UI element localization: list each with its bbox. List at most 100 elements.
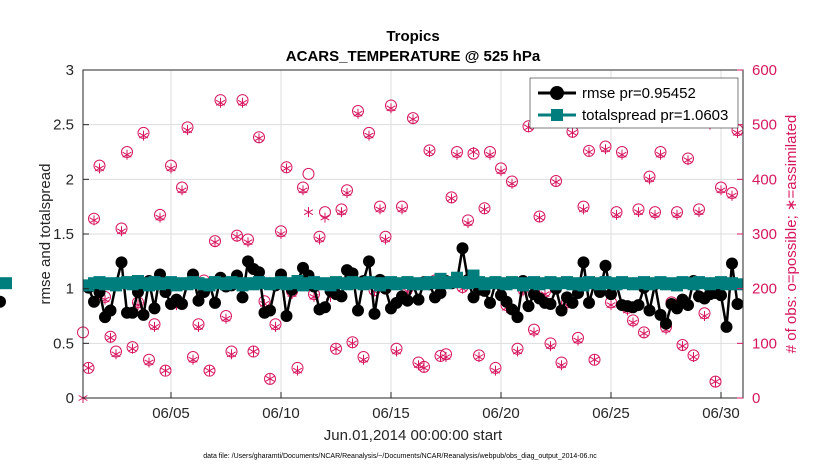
rmse-point — [264, 304, 276, 317]
rmse-point — [88, 295, 100, 308]
y-axis-ticks: 0 0.5 1 1.5 2 2.5 3 — [53, 62, 89, 407]
obs-assimilated-marker — [331, 343, 341, 354]
obs-assimilated-marker — [336, 207, 347, 218]
obs-assimilated-stroke — [193, 323, 204, 330]
y-tick-label: 2.5 — [53, 117, 74, 134]
obs-assimilated-marker — [419, 362, 429, 373]
obs-assimilated-marker — [578, 204, 589, 215]
obs-assimilated-stroke — [166, 165, 176, 172]
obs-assimilated-marker — [688, 352, 699, 362]
obs-assimilated-marker — [567, 127, 578, 138]
y-tick-label: 3 — [66, 62, 74, 79]
obs-possible-marker — [709, 375, 722, 388]
obs-assimilated-marker — [303, 207, 314, 218]
rmse-point — [671, 302, 683, 315]
obs-assimilated-marker — [281, 163, 292, 174]
obs-possible-marker — [203, 364, 216, 377]
rmse-point — [209, 296, 221, 309]
obs-assimilated-marker — [716, 185, 726, 196]
obs-assimilated-stroke — [204, 367, 215, 374]
obs-assimilated-marker — [292, 365, 303, 376]
obs-assimilated-marker — [391, 346, 402, 357]
obs-assimilated-marker — [353, 108, 363, 119]
x-tick-label: 06/30 — [702, 405, 740, 422]
obs-assimilated-marker — [105, 332, 116, 343]
obs-assimilated-marker — [463, 218, 473, 229]
obs-assimilated-marker — [237, 97, 248, 108]
rmse-point — [544, 297, 557, 310]
obs-assimilated-stroke — [397, 206, 407, 213]
obs-possible-marker — [330, 342, 342, 355]
obs-assimilated-stroke — [644, 176, 655, 183]
obs-assimilated-marker — [122, 149, 132, 160]
obs-assimilated-stroke — [364, 132, 374, 139]
obs-assimilated-stroke — [155, 214, 165, 221]
obs-assimilated-stroke — [556, 362, 567, 369]
y-tick-label: 0 — [66, 390, 74, 407]
obs-possible-marker — [264, 372, 276, 385]
obs-assimilated-marker — [512, 346, 523, 357]
obs-assimilated-marker — [358, 354, 369, 365]
rmse-point — [599, 259, 612, 272]
rmse-point — [363, 255, 375, 268]
obs-assimilated-stroke — [243, 239, 253, 246]
obs-assimilated-stroke — [408, 116, 418, 123]
obs-assimilated-marker — [529, 327, 539, 338]
obs-assimilated-marker — [600, 144, 611, 155]
obs-assimilated-marker — [573, 335, 583, 346]
rmse-point — [192, 294, 205, 307]
obs-assimilated-marker — [589, 354, 600, 365]
obs-assimilated-marker — [160, 365, 171, 376]
rmse-point — [726, 257, 738, 270]
obs-assimilated-stroke — [386, 105, 396, 112]
rmse-point — [522, 300, 535, 313]
obs-assimilated-marker — [611, 209, 622, 220]
obs-assimilated-stroke — [584, 149, 594, 155]
obs-assimilated-stroke — [606, 302, 616, 309]
rmse-point — [555, 304, 568, 317]
obs-assimilated-marker — [116, 226, 127, 237]
x-tick-label: 06/10 — [262, 405, 300, 422]
obs-assimilated-marker — [221, 313, 231, 324]
obs-assimilated-stroke — [479, 206, 490, 213]
obs-assimilated-marker — [683, 155, 693, 166]
obs-assimilated-stroke — [232, 233, 242, 240]
obs-assimilated-stroke — [732, 129, 743, 136]
obs-assimilated-stroke — [446, 195, 457, 202]
obs-assimilated-marker — [89, 215, 99, 226]
y-tick-label: 1.5 — [53, 226, 74, 243]
y-right-tick-label: 200 — [752, 281, 777, 298]
rmse-point — [660, 317, 672, 330]
obs-assimilated-marker — [468, 147, 479, 157]
obs-assimilated-stroke — [380, 236, 391, 243]
obs-assimilated-marker — [375, 204, 385, 215]
rmse-point — [176, 297, 188, 310]
obs-assimilated-stroke — [331, 345, 341, 352]
chart-title: Tropics — [386, 28, 439, 45]
obs-assimilated-marker — [633, 207, 644, 218]
obs-assimilated-stroke — [628, 319, 638, 326]
rmse-point — [511, 311, 524, 324]
obs-assimilated-marker — [534, 212, 545, 223]
obs-assimilated-stroke — [452, 151, 462, 158]
obs-assimilated-stroke — [111, 351, 121, 358]
obs-assimilated-marker — [347, 338, 358, 349]
obs-assimilated-marker — [188, 354, 198, 365]
obs-assimilated-stroke — [353, 110, 363, 117]
obs-assimilated-marker — [182, 125, 193, 136]
obs-assimilated-stroke — [688, 354, 699, 360]
obs-assimilated-stroke — [672, 211, 682, 218]
obs-assimilated-marker — [155, 212, 165, 223]
obs-assimilated-stroke — [474, 354, 484, 360]
obs-assimilated-marker — [650, 209, 660, 220]
obs-assimilated-stroke — [716, 187, 726, 194]
obs-assimilated-stroke — [545, 343, 556, 350]
obs-assimilated-marker — [215, 97, 226, 108]
y-right-axis-label: # of obs: o=possible; ∗=assimilated — [783, 115, 800, 354]
obs-assimilated-marker — [694, 207, 704, 218]
obs-assimilated-stroke — [188, 356, 198, 363]
obs-assimilated-marker — [699, 311, 710, 321]
rmse-point — [148, 302, 161, 315]
y-right-tick-label: 500 — [752, 117, 777, 134]
obs-assimilated-stroke — [314, 236, 325, 243]
